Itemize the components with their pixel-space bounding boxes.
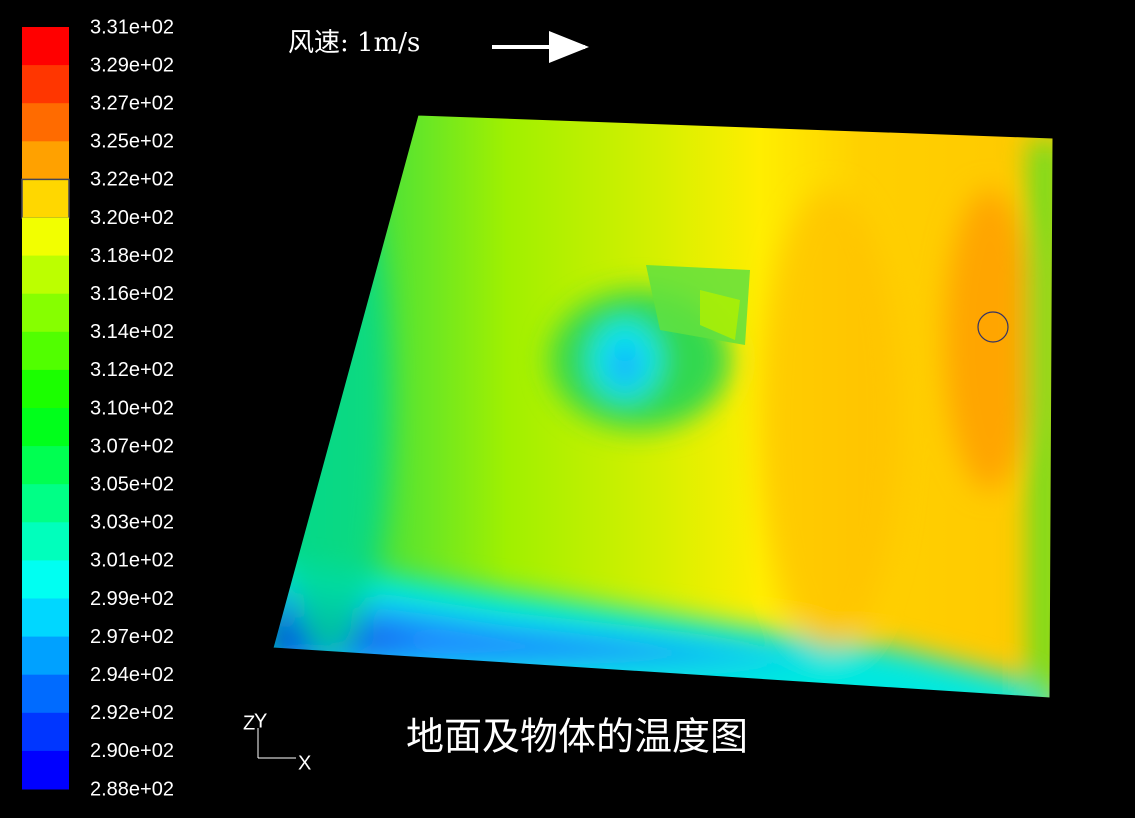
legend-label: 3.05e+02	[90, 473, 174, 495]
legend-label: 3.12e+02	[90, 359, 174, 381]
legend-label: 3.25e+02	[90, 131, 174, 153]
color-swatch	[22, 331, 69, 371]
color-swatch	[22, 484, 69, 523]
surface-outline	[272, 114, 1054, 699]
axis-label: Y	[254, 710, 267, 732]
legend-label: 2.99e+02	[90, 588, 174, 610]
temperature-surface	[273, 115, 1053, 698]
color-swatch	[22, 560, 69, 599]
legend-label: 3.10e+02	[90, 397, 174, 419]
axis-triad: Z Y X	[243, 710, 311, 774]
marker-circle	[977, 311, 1009, 343]
color-swatch	[22, 522, 69, 561]
color-swatch	[22, 636, 69, 676]
legend-label: 2.92e+02	[90, 702, 174, 724]
color-swatch	[22, 598, 69, 638]
color-swatch	[22, 712, 69, 752]
color-swatch	[22, 255, 69, 295]
legend-label: 3.29e+02	[90, 54, 174, 76]
color-swatch	[22, 293, 69, 333]
legend-label: 3.22e+02	[90, 169, 174, 191]
legend-label: 3.01e+02	[90, 550, 174, 572]
title: 地面及物体的温度图	[406, 715, 748, 759]
color-swatch	[22, 27, 69, 66]
axis-label: X	[298, 752, 311, 774]
color-legend: 3.31e+02 3.29e+02 3.27e+02 3.25e+02 3.22e+02…	[21, 16, 174, 800]
wind-label: 风速: 1m/s	[288, 28, 420, 58]
color-swatch	[22, 446, 69, 485]
legend-label: 3.07e+02	[90, 435, 174, 457]
legend-label: 3.16e+02	[90, 283, 174, 305]
color-swatch	[22, 65, 69, 104]
legend-label: 3.03e+02	[90, 512, 174, 534]
legend-label: 2.88e+02	[90, 778, 174, 800]
color-swatch	[22, 103, 69, 142]
legend-label: 3.14e+02	[90, 321, 174, 343]
legend-label: 2.97e+02	[90, 626, 174, 648]
color-swatch	[22, 369, 69, 409]
legend-label: 3.20e+02	[90, 207, 174, 229]
color-swatch	[22, 674, 69, 714]
legend-label: 2.94e+02	[90, 664, 174, 686]
legend-label: 3.18e+02	[90, 245, 174, 267]
legend-label: 3.31e+02	[90, 16, 174, 38]
color-swatch	[21, 178, 70, 219]
legend-label: 2.90e+02	[90, 740, 174, 762]
axis-label: Z	[243, 712, 255, 734]
color-swatch	[22, 750, 69, 790]
legend-label: 3.27e+02	[90, 92, 174, 114]
color-swatch	[22, 408, 69, 447]
color-swatch	[22, 141, 69, 180]
color-swatch	[22, 217, 69, 257]
